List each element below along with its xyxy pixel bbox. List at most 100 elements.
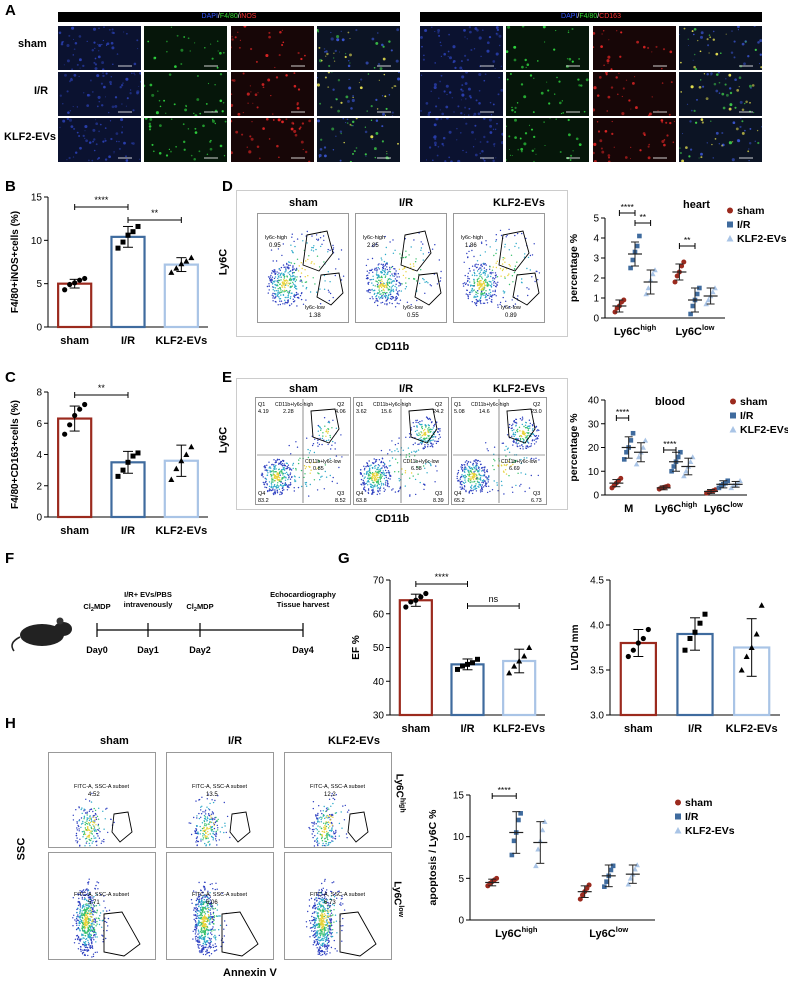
- cell-dot: [751, 84, 755, 87]
- event-dot: [312, 822, 314, 824]
- event-dot: [372, 493, 374, 495]
- event-dot: [215, 816, 217, 819]
- cell-dot: [104, 127, 107, 129]
- event-dot: [495, 240, 497, 242]
- cell-dot: [252, 102, 254, 104]
- cell-dot: [533, 77, 535, 80]
- event-dot: [476, 260, 479, 262]
- data-point: [753, 631, 760, 637]
- event-dot: [512, 423, 514, 425]
- event-dot: [379, 281, 381, 283]
- event-dot: [196, 825, 198, 827]
- cell-dot: [433, 83, 437, 87]
- event-dot: [277, 290, 279, 292]
- legend-label: sham: [737, 205, 764, 217]
- data-point: [640, 635, 646, 642]
- cell-dot: [298, 127, 301, 130]
- cell-dot: [420, 35, 423, 39]
- cell-dot: [249, 85, 252, 87]
- event-dot: [92, 821, 94, 824]
- event-dot: [273, 475, 276, 477]
- data-point: [115, 473, 121, 479]
- cell-dot: [194, 127, 197, 130]
- event-dot: [416, 419, 418, 421]
- event-dot: [501, 461, 503, 463]
- event-dot: [376, 298, 378, 300]
- cell-dot: [133, 72, 135, 75]
- cell-dot: [669, 121, 672, 125]
- cell-dot: [254, 93, 258, 96]
- event-dot: [314, 840, 316, 842]
- cell-dot: [94, 67, 98, 70]
- cell-dot: [717, 72, 721, 74]
- event-dot: [329, 434, 331, 437]
- event-dot: [398, 290, 400, 292]
- mouse-icon: [11, 636, 21, 652]
- cell-dot: [97, 55, 101, 59]
- cell-dot: [118, 140, 120, 143]
- data-point: [678, 449, 683, 455]
- event-dot: [291, 285, 293, 287]
- event-dot: [516, 232, 519, 235]
- event-dot: [402, 256, 405, 259]
- event-dot: [283, 469, 286, 471]
- event-dot: [79, 940, 81, 942]
- cell-dot: [737, 29, 739, 31]
- event-dot: [279, 283, 281, 285]
- event-dot: [278, 272, 280, 274]
- cell-dot: [272, 113, 274, 115]
- event-dot: [386, 292, 388, 294]
- event-dot: [76, 822, 78, 824]
- event-dot: [531, 429, 534, 431]
- event-dot: [385, 476, 387, 479]
- cell-dot: [109, 120, 112, 122]
- cell-dot: [477, 112, 481, 116]
- event-dot: [326, 429, 328, 431]
- event-dot: [275, 284, 277, 286]
- event-dot: [279, 274, 281, 277]
- gate-ly6c-high: [498, 230, 530, 272]
- event-dot: [531, 276, 533, 278]
- cell-dot: [119, 86, 122, 89]
- cell-dot: [700, 35, 703, 39]
- cell-dot: [74, 151, 78, 154]
- event-dot: [379, 284, 381, 286]
- cell-dot: [691, 30, 694, 33]
- cell-dot: [69, 110, 71, 112]
- cell-dot: [72, 106, 74, 108]
- timeline-event: intravenously: [124, 600, 174, 609]
- cell-dot: [94, 47, 96, 49]
- event-dot: [501, 263, 504, 265]
- cell-dot: [715, 89, 719, 93]
- cell-dot: [317, 29, 319, 32]
- header-stain-4: iNOS: [239, 13, 257, 20]
- cell-dot: [601, 33, 603, 35]
- cell-dot: [71, 26, 75, 30]
- event-dot: [538, 272, 541, 274]
- event-dot: [371, 462, 374, 464]
- event-dot: [381, 301, 384, 304]
- event-dot: [413, 265, 415, 267]
- event-dot: [483, 286, 485, 288]
- event-dot: [398, 480, 401, 482]
- event-dot: [396, 448, 398, 450]
- event-dot: [478, 466, 480, 469]
- event-dot: [527, 428, 530, 430]
- event-dot: [467, 473, 469, 476]
- cell-dot: [432, 159, 434, 162]
- cell-dot: [689, 148, 693, 151]
- cell-dot: [102, 74, 105, 78]
- event-dot: [420, 241, 422, 243]
- cell-dot: [261, 83, 265, 86]
- legend-marker: [729, 426, 737, 433]
- event-dot: [86, 823, 89, 825]
- event-dot: [283, 266, 285, 268]
- cell-dot: [102, 140, 105, 143]
- event-dot: [394, 249, 396, 251]
- event-dot: [284, 303, 286, 305]
- event-dot: [505, 300, 507, 302]
- event-dot: [95, 818, 98, 821]
- cell-dot: [175, 146, 177, 148]
- micrograph-tile: [144, 72, 227, 116]
